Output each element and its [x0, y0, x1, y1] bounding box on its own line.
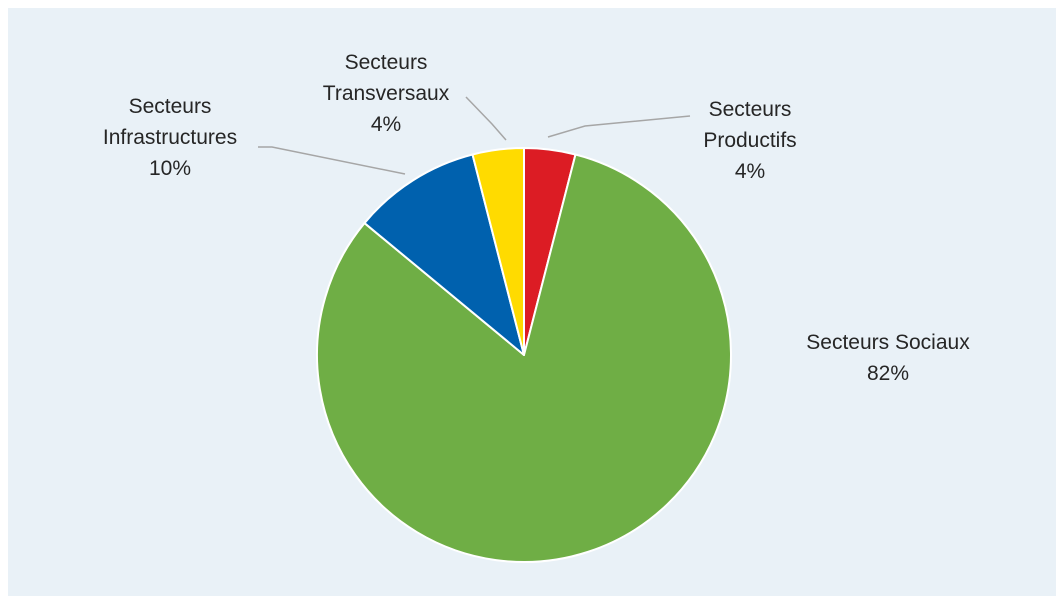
data-label-category: Secteurs — [345, 51, 428, 74]
pie-slice — [471, 147, 525, 356]
data-label-value: 4% — [371, 113, 401, 136]
data-label-category: Productifs — [703, 129, 796, 152]
pie-slice — [316, 153, 732, 563]
pie-slice — [363, 153, 525, 356]
data-label-value: 10% — [149, 157, 191, 180]
data-label-category: Secteurs Sociaux — [806, 331, 970, 354]
pie-slices — [316, 147, 732, 563]
leader-line — [547, 115, 691, 138]
data-label-category: Transversaux — [323, 82, 450, 105]
data-label-category: Infrastructures — [103, 126, 237, 149]
leader-line — [465, 96, 507, 141]
data-label: Secteurs Infrastructures 10% — [103, 95, 237, 180]
data-label-category: Secteurs — [129, 95, 212, 118]
data-label-category: Secteurs — [709, 98, 792, 121]
data-label-value: 82% — [867, 362, 909, 385]
leader-line — [258, 146, 406, 175]
data-label: Secteurs Sociaux 82% — [806, 331, 970, 385]
data-label-value: 4% — [735, 160, 765, 183]
data-label: Secteurs Productifs 4% — [703, 98, 796, 183]
leader-lines — [258, 96, 691, 175]
data-label: Secteurs Transversaux 4% — [323, 51, 450, 136]
